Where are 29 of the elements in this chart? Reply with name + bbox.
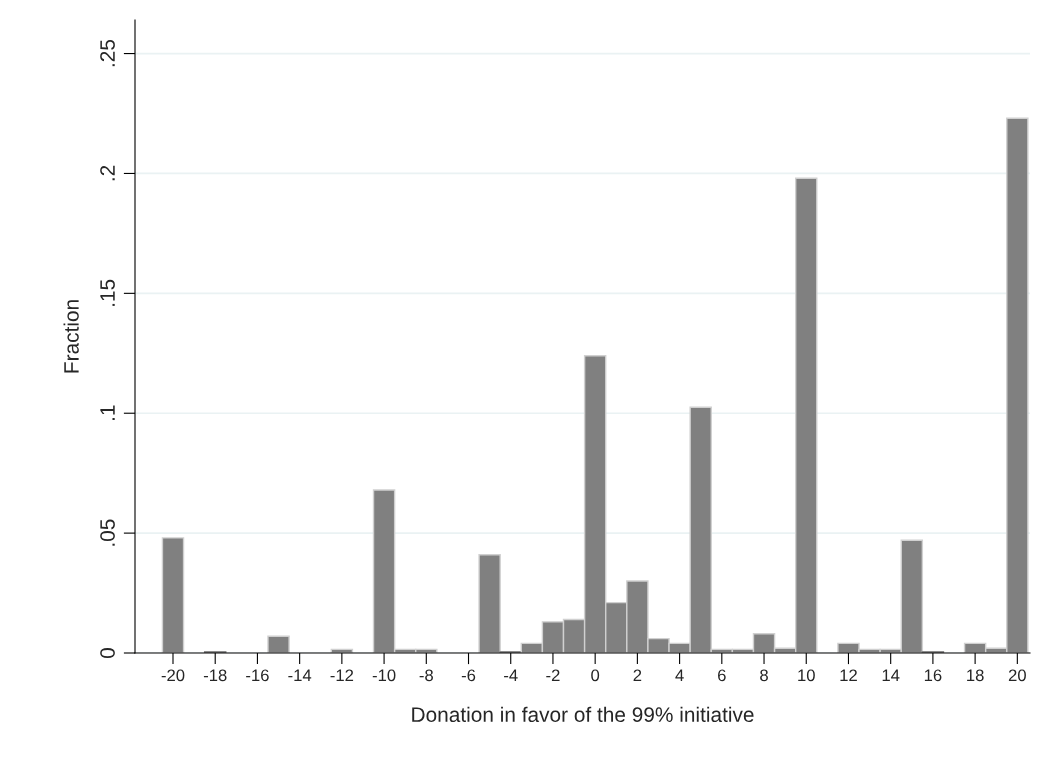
x-tick-label: 20	[1008, 669, 1026, 682]
x-tick-label: -14	[288, 669, 312, 682]
x-tick-label: 2	[633, 669, 642, 682]
x-tick-label: -4	[504, 669, 518, 682]
x-tick-label: -12	[330, 669, 354, 682]
y-tick-label: .05	[100, 519, 115, 546]
x-tick-label: -2	[546, 669, 560, 682]
x-tick-label: 8	[760, 669, 768, 682]
x-tick-label: 16	[924, 669, 942, 682]
x-tick-label: 10	[798, 669, 815, 682]
x-axis-title: Donation in favor of the 99% initiative	[412, 706, 754, 723]
y-tick-label: .2	[100, 165, 115, 181]
x-tick-label: 4	[675, 669, 684, 682]
x-tick-label: -16	[246, 669, 269, 682]
x-tick-label: -6	[461, 669, 476, 682]
y-tick-label: .15	[100, 279, 115, 306]
x-tick-label: 12	[840, 669, 857, 682]
x-tick-label: 6	[718, 669, 726, 682]
y-tick-label: .1	[100, 405, 115, 421]
x-tick-label: 18	[967, 669, 984, 682]
x-tick-label: 14	[882, 669, 900, 682]
x-tick-label: -10	[372, 669, 396, 682]
x-tick-label: 0	[591, 669, 600, 682]
y-tick-label: 0	[100, 648, 115, 658]
y-axis-title: Fraction	[63, 300, 79, 373]
x-tick-label: -18	[203, 669, 227, 682]
x-tick-label: -20	[161, 669, 185, 682]
x-tick-label: -8	[419, 669, 433, 682]
y-tick-label: .25	[100, 39, 115, 67]
